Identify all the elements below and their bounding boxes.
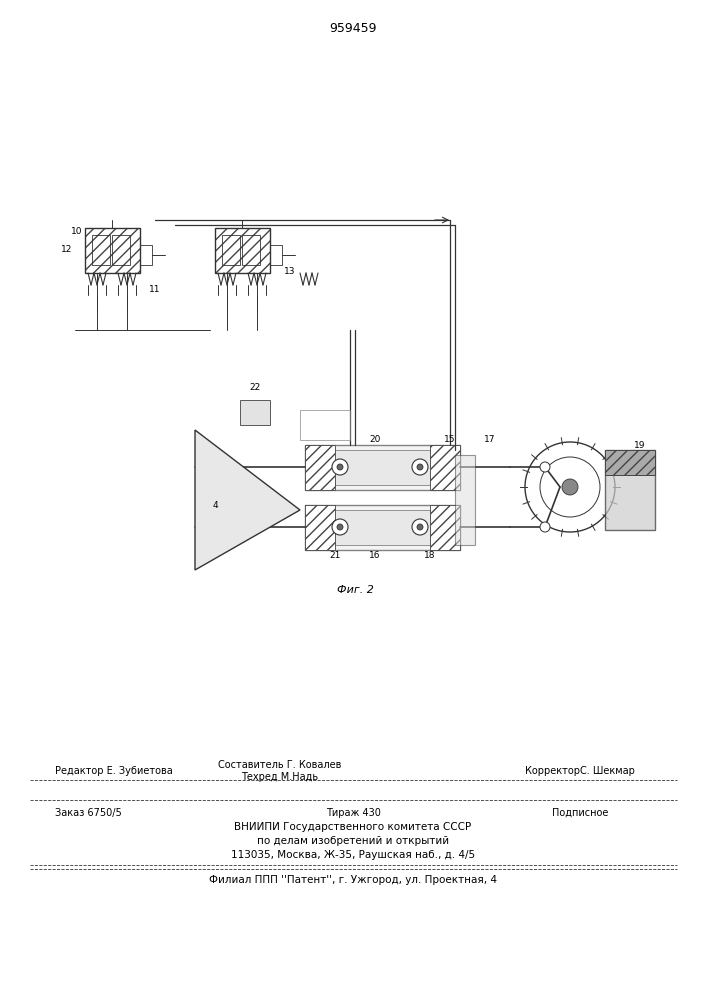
Circle shape bbox=[337, 464, 343, 470]
Circle shape bbox=[562, 479, 578, 495]
Bar bbox=[305, 505, 335, 550]
Bar bbox=[240, 400, 270, 425]
Circle shape bbox=[332, 519, 348, 535]
Text: 16: 16 bbox=[369, 550, 381, 560]
Text: Фиг. 2: Фиг. 2 bbox=[337, 585, 373, 595]
Circle shape bbox=[540, 462, 550, 472]
Text: 12: 12 bbox=[61, 245, 72, 254]
Text: Составитель Г. Ковалев: Составитель Г. Ковалев bbox=[218, 760, 341, 770]
Bar bbox=[300, 410, 350, 440]
Circle shape bbox=[417, 464, 423, 470]
Text: 18: 18 bbox=[424, 550, 436, 560]
Circle shape bbox=[412, 519, 428, 535]
Bar bbox=[430, 505, 460, 550]
Text: 17: 17 bbox=[484, 436, 496, 444]
Bar bbox=[92, 235, 110, 265]
Circle shape bbox=[337, 524, 343, 530]
Bar bbox=[85, 228, 140, 273]
Bar bbox=[305, 505, 460, 550]
Bar bbox=[605, 450, 655, 530]
Text: Техред М.Надь: Техред М.Надь bbox=[241, 772, 319, 782]
Text: 15: 15 bbox=[444, 436, 456, 444]
Bar bbox=[112, 235, 130, 265]
Bar bbox=[305, 445, 460, 490]
Circle shape bbox=[540, 522, 550, 532]
Text: Заказ 6750/5: Заказ 6750/5 bbox=[55, 808, 122, 818]
Polygon shape bbox=[195, 430, 300, 570]
Text: по делам изобретений и открытий: по делам изобретений и открытий bbox=[257, 836, 449, 846]
Text: Редактор Е. Зубиетова: Редактор Е. Зубиетова bbox=[55, 766, 173, 776]
Bar bbox=[222, 235, 240, 265]
Text: Тираж 430: Тираж 430 bbox=[325, 808, 380, 818]
Text: 20: 20 bbox=[369, 436, 380, 444]
Text: 11: 11 bbox=[149, 286, 160, 294]
Bar bbox=[215, 228, 270, 273]
Bar bbox=[430, 445, 460, 490]
Text: 113035, Москва, Ж-35, Раушская наб., д. 4/5: 113035, Москва, Ж-35, Раушская наб., д. … bbox=[231, 850, 475, 860]
Bar bbox=[242, 235, 260, 265]
Circle shape bbox=[412, 459, 428, 475]
Text: ВНИИПИ Государственного комитета СССР: ВНИИПИ Государственного комитета СССР bbox=[235, 822, 472, 832]
Bar bbox=[85, 228, 140, 273]
Text: Филиал ППП ''Патент'', г. Ужгород, ул. Проектная, 4: Филиал ППП ''Патент'', г. Ужгород, ул. П… bbox=[209, 875, 497, 885]
Bar bbox=[215, 228, 270, 273]
Bar bbox=[270, 245, 282, 265]
Text: 959459: 959459 bbox=[329, 21, 377, 34]
Text: КорректорС. Шекмар: КорректорС. Шекмар bbox=[525, 766, 635, 776]
Circle shape bbox=[332, 459, 348, 475]
Text: Подписное: Подписное bbox=[551, 808, 608, 818]
Bar bbox=[305, 445, 335, 490]
Text: 21: 21 bbox=[329, 550, 341, 560]
Circle shape bbox=[417, 524, 423, 530]
Bar bbox=[335, 510, 430, 545]
Bar bbox=[335, 450, 430, 485]
Bar bbox=[605, 450, 655, 475]
Text: 19: 19 bbox=[634, 440, 645, 450]
Text: 4: 4 bbox=[212, 500, 218, 510]
Text: 10: 10 bbox=[71, 228, 82, 236]
Text: 13: 13 bbox=[284, 267, 296, 276]
Bar bbox=[455, 455, 475, 545]
Bar bbox=[140, 245, 152, 265]
Text: 22: 22 bbox=[250, 383, 261, 392]
